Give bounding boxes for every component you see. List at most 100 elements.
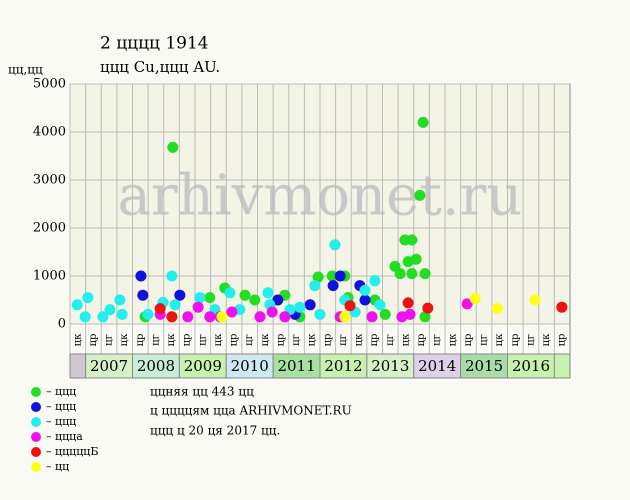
point (254, 311, 266, 323)
period-label: цг (432, 334, 443, 346)
legend-label: – цц (46, 460, 69, 473)
period-label: цк (307, 333, 318, 346)
point (419, 311, 431, 323)
point (154, 303, 166, 315)
period-label: цг (385, 334, 396, 346)
period-label: цр (463, 334, 474, 347)
point (419, 268, 431, 280)
point (204, 292, 216, 304)
period-label: цр (510, 334, 521, 347)
legend-marker (31, 462, 41, 472)
point (116, 308, 128, 320)
period-label: цк (213, 333, 224, 346)
point (369, 275, 381, 287)
point (192, 301, 204, 313)
year-label: 2007 (90, 357, 128, 375)
year-cell (507, 353, 555, 379)
point (224, 287, 236, 299)
period-label: цр (369, 334, 380, 347)
period-label: цр (229, 334, 240, 347)
point (226, 306, 238, 318)
gray-cell (69, 353, 87, 379)
point (169, 299, 181, 311)
period-label: цг (244, 334, 255, 346)
point (142, 308, 154, 320)
year-label: 2009 (184, 357, 222, 375)
point (529, 294, 541, 306)
point (239, 289, 251, 301)
legend-label: – ццц (46, 415, 76, 428)
point (304, 299, 316, 311)
y-tick-label: 4000 (33, 125, 66, 140)
y-tick-label: 5000 (33, 77, 66, 92)
y-tick-label: 0 (58, 317, 66, 332)
note: ццняя цц 443 цц (150, 385, 254, 399)
point (329, 239, 341, 251)
legend-marker (31, 417, 41, 427)
point (82, 292, 94, 304)
year-cell (178, 353, 227, 379)
year-label: 2015 (465, 357, 503, 375)
point (469, 293, 481, 305)
period-label: цк (494, 333, 505, 346)
legend-marker (31, 387, 41, 397)
point (422, 302, 434, 314)
point (166, 270, 178, 282)
year-label: 2008 (137, 357, 175, 375)
point (327, 280, 339, 292)
period-label: цк (260, 333, 271, 346)
period-label: цк (119, 333, 130, 346)
point (406, 234, 418, 246)
note: ццц ц 20 ця 2017 цц. (150, 424, 280, 438)
point (334, 270, 346, 282)
period-label: цр (275, 334, 286, 347)
point (272, 294, 284, 306)
point (249, 294, 261, 306)
legend-label: – ццц (46, 385, 76, 398)
chart-subtitle: ццц Cu,ццц AU. (100, 58, 220, 76)
period-label: цг (525, 334, 536, 346)
legend-label: – ццц (46, 400, 76, 413)
legend-marker (31, 402, 41, 412)
point (359, 294, 371, 306)
point (194, 292, 206, 304)
period-label: цр (88, 334, 99, 347)
point (402, 297, 414, 309)
point (182, 311, 194, 323)
point (414, 189, 426, 201)
legend-label: – цццццБ (46, 445, 98, 458)
year-label: 2011 (277, 357, 315, 375)
point (167, 141, 179, 153)
point (79, 311, 91, 323)
point (114, 294, 126, 306)
point (309, 280, 321, 292)
point (406, 268, 418, 280)
point (359, 284, 371, 296)
year-label: 2010 (231, 357, 269, 375)
period-label: цг (479, 334, 490, 346)
year-label: 2014 (418, 357, 456, 375)
point (379, 308, 391, 320)
point (366, 311, 378, 323)
legend-marker (31, 432, 41, 442)
point (204, 311, 216, 323)
point (104, 304, 116, 316)
period-label: цг (291, 334, 302, 346)
period-label: цк (541, 333, 552, 346)
year-label: 2013 (371, 357, 409, 375)
y-tick-label: 3000 (33, 173, 66, 188)
period-label: цг (197, 334, 208, 346)
point (326, 270, 338, 282)
point (135, 270, 147, 282)
point (279, 311, 291, 323)
y-axis-label: цц,цц (8, 63, 43, 77)
point (491, 303, 503, 315)
point (404, 308, 416, 320)
point (394, 268, 406, 280)
point (294, 301, 306, 313)
point (312, 271, 324, 283)
point (374, 299, 386, 311)
year-label: 2016 (512, 357, 550, 375)
period-label: цк (400, 333, 411, 346)
